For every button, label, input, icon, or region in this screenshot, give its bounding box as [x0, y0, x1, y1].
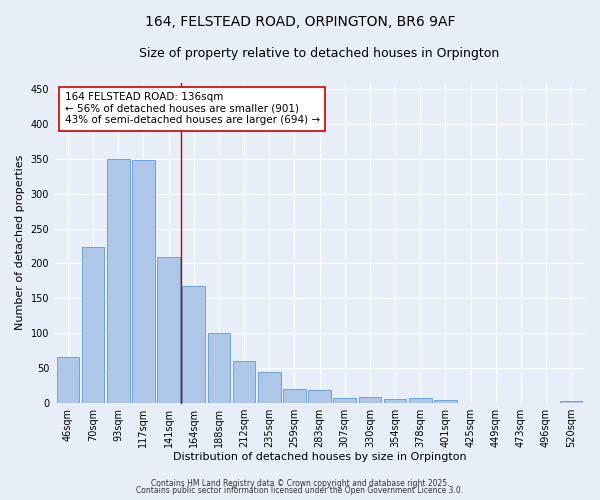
Bar	[157, 256, 180, 402]
Bar	[258, 372, 281, 402]
Y-axis label: Number of detached properties: Number of detached properties	[15, 155, 25, 330]
Bar	[182, 286, 205, 403]
Bar	[56, 358, 79, 403]
Bar	[334, 398, 356, 402]
Bar	[383, 398, 406, 402]
Text: Contains HM Land Registry data © Crown copyright and database right 2025.: Contains HM Land Registry data © Crown c…	[151, 478, 449, 488]
Text: 164 FELSTEAD ROAD: 136sqm
← 56% of detached houses are smaller (901)
43% of semi: 164 FELSTEAD ROAD: 136sqm ← 56% of detac…	[65, 92, 320, 126]
Bar	[107, 159, 130, 402]
Bar	[434, 400, 457, 402]
Bar	[409, 398, 431, 402]
Bar	[308, 390, 331, 402]
Bar	[359, 397, 381, 402]
Bar	[560, 400, 583, 402]
Bar	[283, 389, 305, 402]
Bar	[82, 248, 104, 402]
Title: Size of property relative to detached houses in Orpington: Size of property relative to detached ho…	[139, 48, 500, 60]
Text: Contains public sector information licensed under the Open Government Licence 3.: Contains public sector information licen…	[136, 486, 464, 495]
X-axis label: Distribution of detached houses by size in Orpington: Distribution of detached houses by size …	[173, 452, 466, 462]
Bar	[233, 361, 256, 403]
Bar	[132, 160, 155, 402]
Bar	[208, 333, 230, 402]
Text: 164, FELSTEAD ROAD, ORPINGTON, BR6 9AF: 164, FELSTEAD ROAD, ORPINGTON, BR6 9AF	[145, 15, 455, 29]
